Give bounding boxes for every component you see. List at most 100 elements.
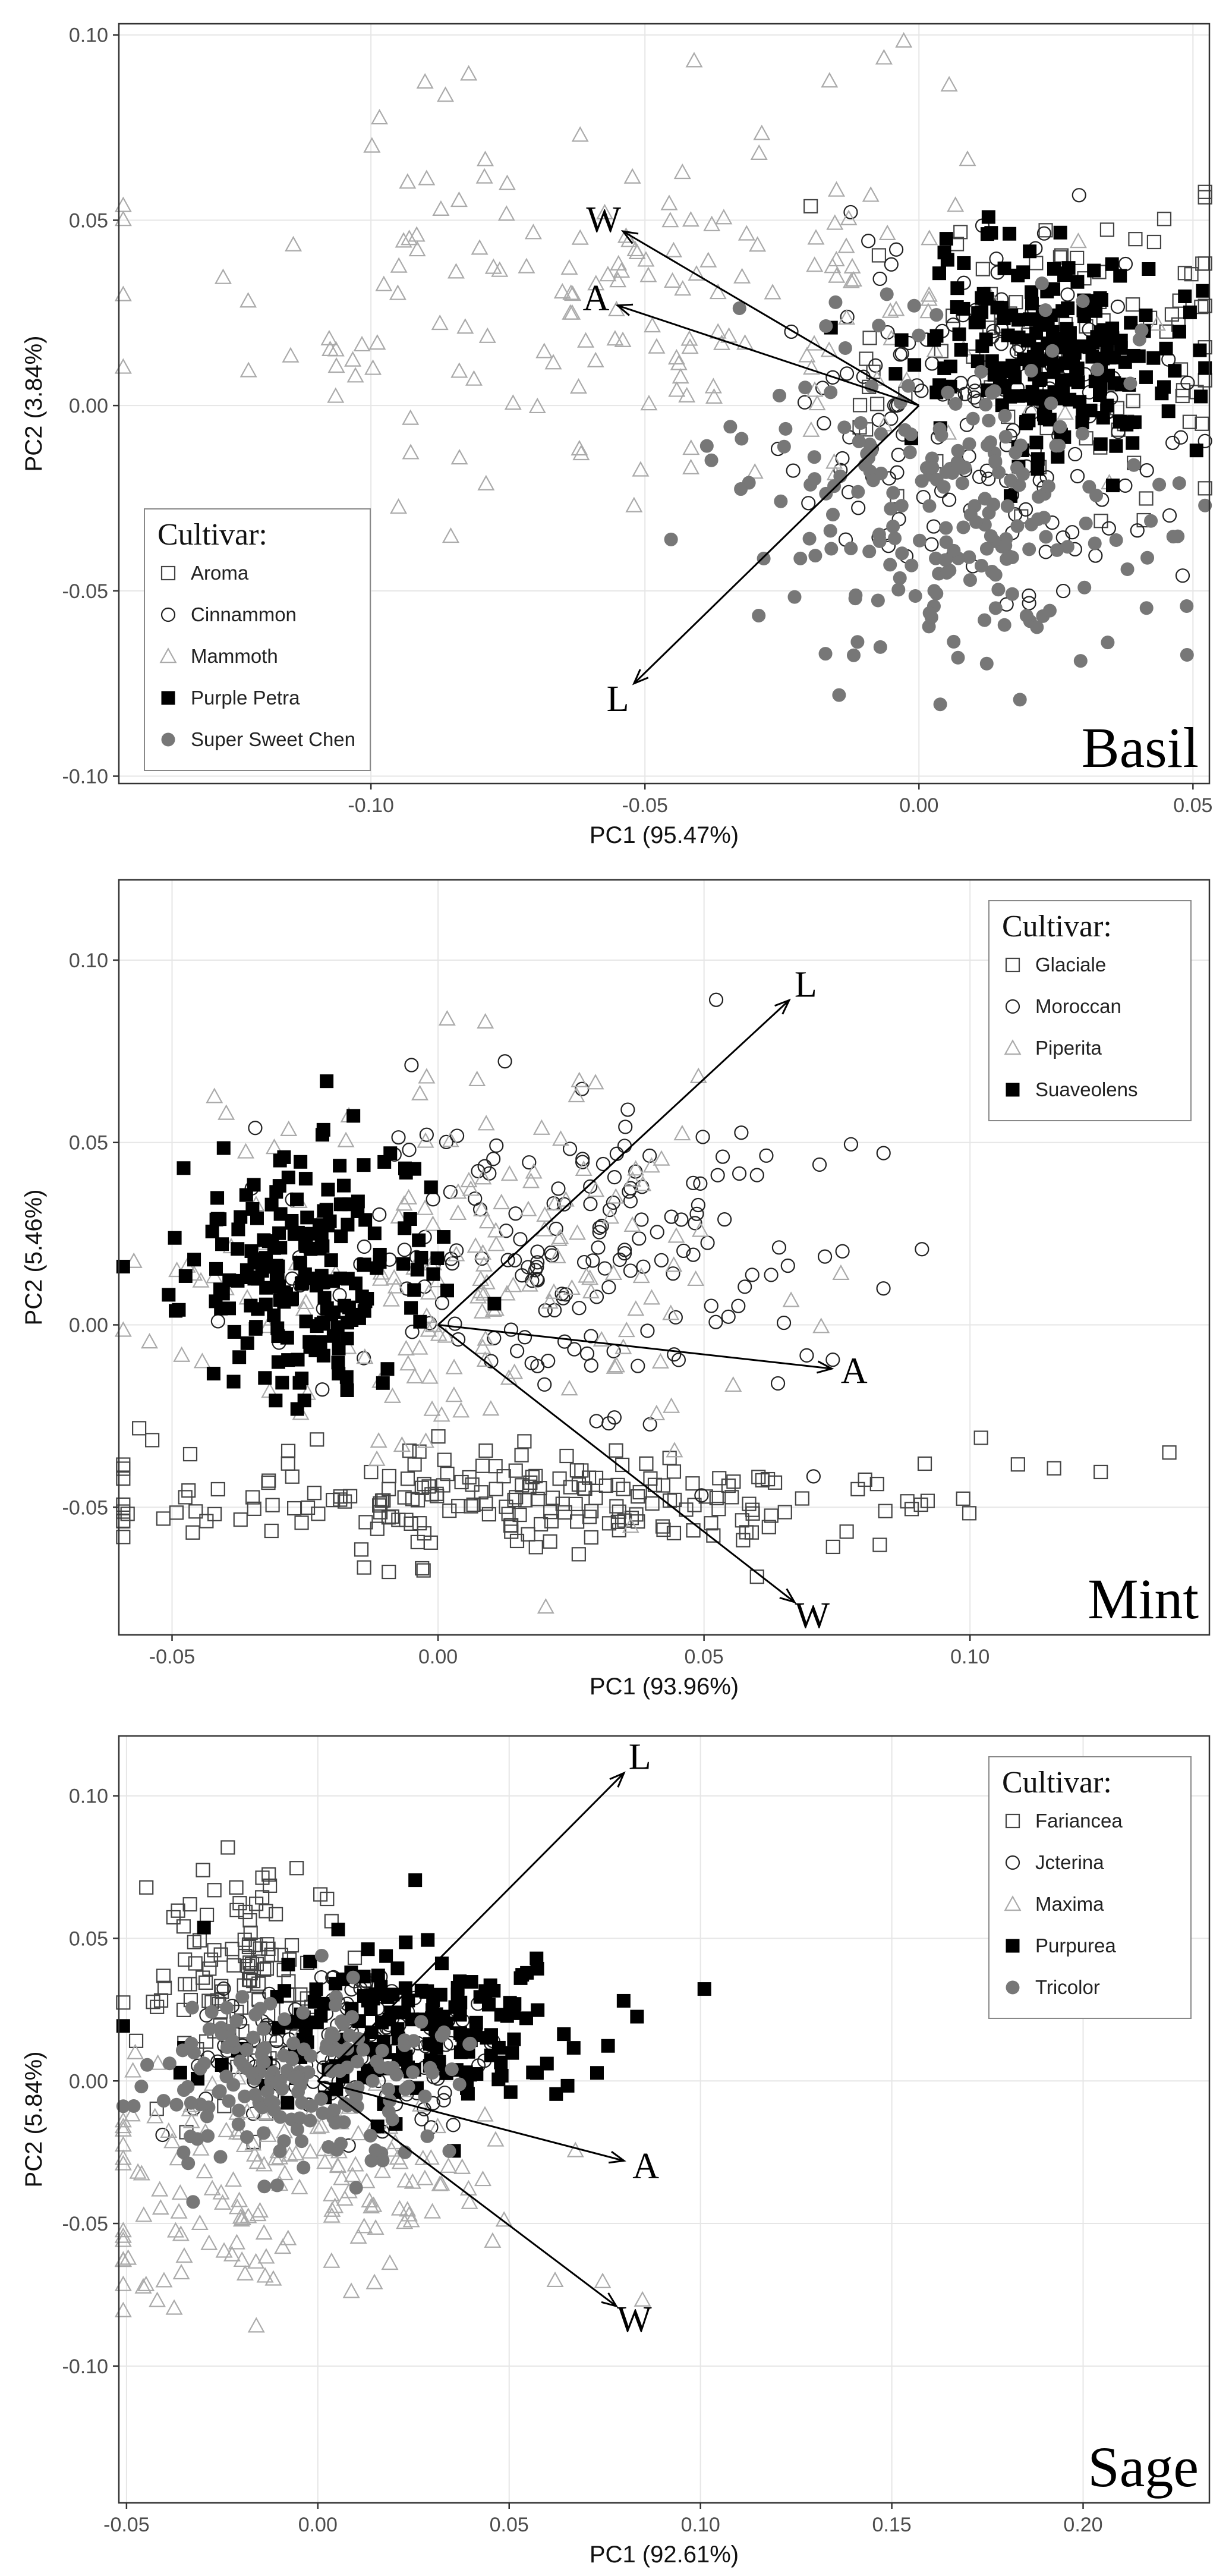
data-point: [525, 1163, 543, 1179]
data-point: [295, 1372, 309, 1386]
data-point: [182, 1446, 198, 1462]
data-point: [450, 362, 468, 378]
data-point: [948, 397, 963, 411]
legend-marker: [159, 647, 177, 663]
data-point: [385, 1269, 403, 1285]
legend-item[interactable]: Aroma: [160, 562, 249, 584]
data-point: [449, 1128, 465, 1143]
data-point: [1165, 435, 1180, 451]
data-point: [645, 1496, 660, 1511]
data-point: [437, 86, 455, 102]
legend-item[interactable]: Mammoth: [159, 645, 278, 667]
data-point: [947, 196, 965, 212]
data-point: [232, 2208, 250, 2224]
data-point: [273, 2110, 288, 2124]
data-point: [557, 1197, 572, 1212]
data-point: [449, 1204, 467, 1221]
data-point: [412, 1233, 426, 1247]
data-point: [518, 257, 535, 273]
data-point: [349, 2228, 367, 2244]
data-point: [445, 1386, 463, 1402]
legend-item[interactable]: Maxima: [1004, 1893, 1104, 1915]
legend[interactable]: Cultivar: Aroma Cinnammon Mammoth Purple Pe…: [144, 508, 371, 771]
data-point: [339, 1370, 354, 1384]
data-point: [798, 347, 816, 363]
data-point: [694, 1488, 709, 1503]
legend-item[interactable]: Suaveolens: [1006, 1078, 1137, 1100]
data-point: [116, 1260, 130, 1274]
data-point: [421, 1368, 439, 1384]
legend-item[interactable]: Purple Petra: [161, 687, 300, 709]
data-point: [695, 1130, 710, 1144]
data-point: [1126, 436, 1140, 450]
data-point: [402, 1143, 417, 1158]
x-tick-label: -0.05: [149, 1646, 196, 1668]
data-point: [365, 2074, 380, 2088]
data-point: [494, 2008, 508, 2022]
data-point: [199, 1907, 215, 1923]
legend-item[interactable]: Moroccan: [1005, 995, 1121, 1017]
data-point: [200, 2109, 214, 2124]
data-point: [682, 439, 700, 455]
data-point: [1139, 370, 1153, 384]
data-point: [733, 268, 751, 284]
y-tick-label: 0.05: [69, 1927, 108, 1950]
data-point: [474, 2171, 491, 2187]
legend[interactable]: Cultivar: Fariancea Jcterina Maxima Purpure…: [988, 1756, 1192, 2019]
data-point: [1054, 248, 1069, 263]
data-point: [1030, 620, 1044, 634]
data-point: [398, 1221, 412, 1235]
data-point: [1022, 596, 1036, 611]
data-point: [376, 1376, 390, 1390]
data-point: [541, 1293, 559, 1309]
data-point: [686, 1175, 701, 1190]
data-point: [416, 73, 434, 89]
legend[interactable]: Cultivar: Glaciale Moroccan Piperita Suaveo…: [988, 900, 1192, 1121]
data-point: [445, 1256, 460, 1271]
data-point: [623, 1171, 641, 1187]
data-point: [382, 1468, 396, 1484]
data-point: [927, 584, 941, 598]
data-point: [358, 2172, 376, 2188]
data-point: [832, 688, 846, 702]
data-point: [297, 2160, 311, 2175]
data-point: [234, 1210, 248, 1224]
data-point: [939, 465, 953, 479]
data-point: [1067, 446, 1083, 462]
data-point: [267, 2150, 285, 2166]
data-point: [1101, 636, 1115, 650]
legend-item[interactable]: Glaciale: [1005, 954, 1106, 976]
data-point: [408, 226, 426, 242]
data-point: [666, 1266, 680, 1281]
data-point: [552, 1130, 570, 1146]
data-point: [559, 1448, 574, 1464]
legend-item[interactable]: Purpurea: [1006, 1935, 1116, 1957]
legend-item[interactable]: Jcterina: [1005, 1851, 1104, 1873]
data-point: [623, 1263, 638, 1278]
data-point: [660, 194, 678, 210]
legend-item[interactable]: Piperita: [1004, 1037, 1102, 1059]
data-point: [521, 1260, 535, 1275]
data-point: [510, 1344, 525, 1358]
data-point: [858, 1472, 872, 1487]
data-point: [724, 1490, 739, 1505]
legend-item[interactable]: Cinnammon: [160, 603, 297, 625]
data-point: [296, 2006, 310, 2020]
data-point: [248, 1121, 263, 1136]
legend-item[interactable]: Tricolor: [1006, 1976, 1100, 1998]
data-point: [1076, 426, 1090, 441]
data-point: [523, 1475, 538, 1490]
data-point: [356, 2043, 370, 2057]
legend-item[interactable]: Fariancea: [1005, 1810, 1123, 1832]
data-point: [1124, 316, 1138, 330]
data-point: [494, 2055, 508, 2069]
data-point: [1022, 542, 1036, 556]
data-point: [215, 2027, 229, 2042]
data-point: [531, 2003, 545, 2017]
data-point: [793, 551, 808, 565]
data-point: [248, 2008, 263, 2022]
data-point: [431, 1429, 446, 1444]
legend-item[interactable]: Super Sweet Chen: [161, 728, 355, 750]
data-point: [1014, 438, 1028, 452]
data-point: [1198, 298, 1212, 313]
